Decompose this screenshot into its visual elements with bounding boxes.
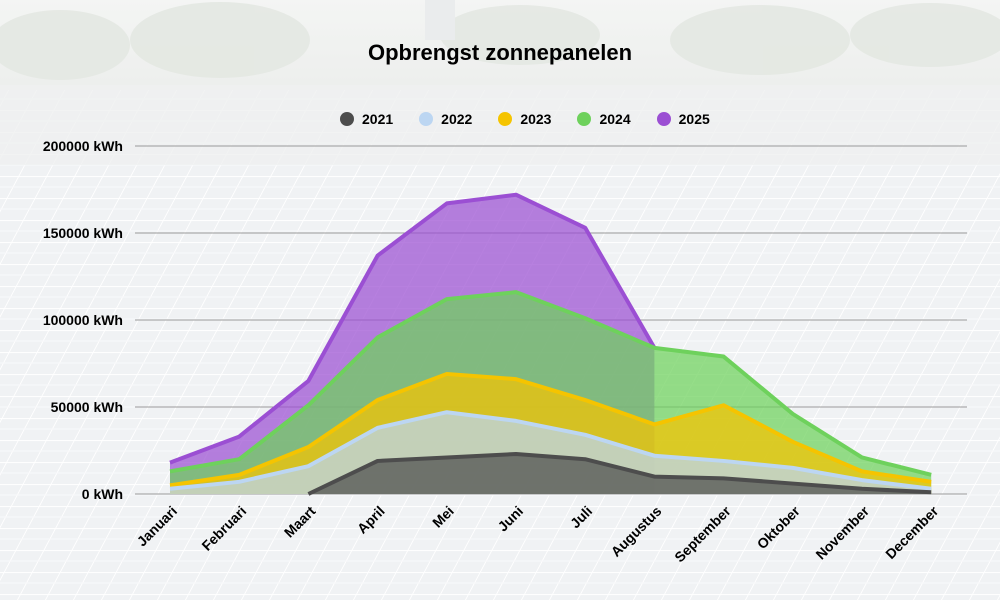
y-axis-ticks: 0 kWh 50000 kWh 100000 kWh 150000 kWh 200000… (43, 138, 123, 502)
legend-item-2022: 2022 (419, 111, 472, 127)
legend-label-2024: 2024 (599, 111, 631, 127)
x-tick-label: Oktober (754, 502, 804, 552)
x-tick-label: Mei (429, 503, 457, 531)
y-tick-label: 150000 kWh (43, 225, 123, 241)
chart-title: Opbrengst zonnepanelen (367, 40, 633, 65)
x-tick-label: Juni (494, 503, 526, 535)
chart-legend: 2021 2022 2023 2024 2025 (340, 109, 736, 129)
x-tick-label: April (354, 503, 388, 537)
x-tick-label: Maart (281, 503, 319, 541)
legend-swatch-2022 (419, 112, 434, 126)
y-tick-label: 50000 kWh (51, 399, 123, 415)
legend-label-2022: 2022 (441, 111, 473, 127)
x-tick-label: Juli (567, 503, 595, 531)
legend-swatch-2025 (656, 112, 671, 126)
legend-item-2025: 2025 (656, 111, 710, 127)
legend-label-2021: 2021 (362, 111, 394, 127)
legend-swatch-2024 (577, 112, 592, 126)
legend-label-2025: 2025 (678, 111, 710, 127)
legend-swatch-2023 (498, 112, 513, 126)
x-tick-label: December (882, 502, 942, 562)
x-axis-ticks: Januari Februari Maart April Mei Juni Juli Augu… (134, 502, 942, 565)
line-series-2022 (169, 410, 932, 491)
series-areas (169, 192, 932, 496)
x-tick-label: Augustus (608, 503, 665, 560)
y-tick-label: 0 kWh (82, 486, 123, 502)
x-tick-label: November (812, 502, 872, 562)
legend-item-2024: 2024 (577, 111, 631, 127)
legend-label-2023: 2023 (520, 111, 552, 127)
line-series-2025 (169, 192, 657, 465)
y-tick-label: 100000 kWh (43, 312, 123, 328)
legend-item-2023: 2023 (498, 111, 551, 127)
legend-item-2021: 2021 (340, 111, 393, 127)
line-series-2024 (169, 290, 932, 477)
legend-swatch-2021 (340, 112, 354, 126)
line-series-2021 (307, 451, 932, 496)
x-tick-label: Januari (134, 503, 181, 550)
y-tick-label: 200000 kWh (43, 138, 123, 154)
x-tick-label: September (671, 502, 734, 565)
line-series-2023 (169, 371, 932, 488)
x-tick-label: Februari (198, 503, 249, 554)
